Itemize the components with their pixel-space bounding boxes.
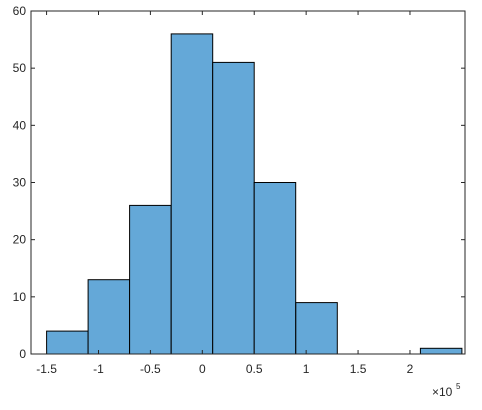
y-tick-label: 40 [13,118,27,132]
x-tick-label: 0.5 [246,362,263,376]
y-tick-label: 30 [13,176,27,190]
y-tick-label: 0 [19,347,26,361]
histogram-bar [170,33,214,355]
histogram-bar [212,61,255,355]
histogram-bar [295,302,338,355]
y-tick-label: 60 [13,4,27,18]
y-tick-label: 20 [13,233,27,247]
y-tick-label: 50 [13,61,27,75]
x-tick-label: 1 [303,362,310,376]
histogram-bar [46,330,89,355]
x-tick-label: -1.5 [36,362,57,376]
x-tick-label: -1 [93,362,104,376]
axis-ticks [31,10,465,355]
histogram-bar [253,182,297,355]
x-axis-exponent-base: ×10 [432,385,453,399]
y-tick-label: 10 [13,290,27,304]
x-tick-label: 2 [407,362,414,376]
histogram-bar [129,204,172,355]
histogram-bar [419,347,463,355]
histogram-bars [46,33,463,355]
x-axis-exponent-power: 5 [456,382,461,391]
x-tick-label: 0 [199,362,206,376]
x-tick-label: -0.5 [140,362,161,376]
histogram-bar [87,279,131,355]
x-tick-label: 1.5 [350,362,367,376]
